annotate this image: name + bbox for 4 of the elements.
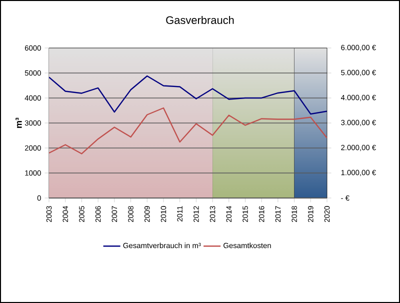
y-axis-title: m³ (16, 118, 22, 128)
line-series (49, 107, 328, 154)
chart-title: Gasverbrauch (166, 16, 234, 24)
line-series (49, 75, 328, 115)
